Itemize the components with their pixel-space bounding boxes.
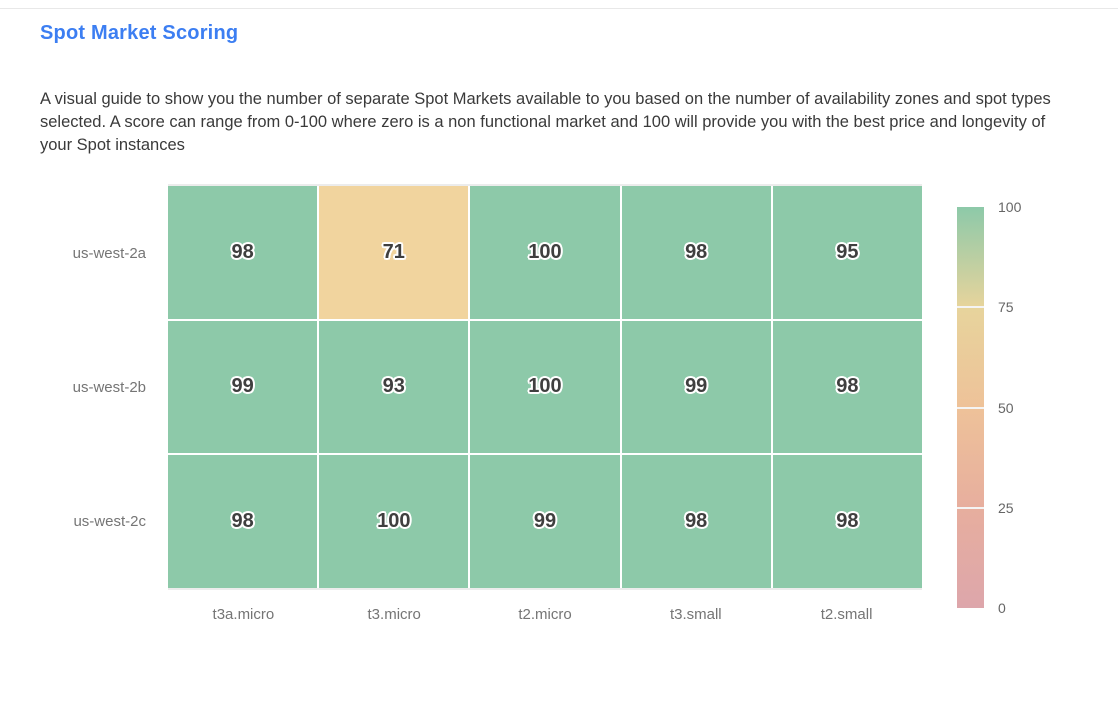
colorbar-tick-label: 100	[998, 199, 1022, 215]
x-axis-label: t3.small	[669, 606, 722, 623]
page-title: Spot Market Scoring	[40, 22, 239, 44]
y-axis-label: us-west-2a	[72, 244, 146, 262]
colorbar-separator	[957, 306, 984, 309]
heatmap-cell[interactable]: 100	[470, 186, 620, 319]
chart-description: A visual guide to show you the number of…	[40, 89, 1051, 154]
colorbar	[957, 207, 984, 608]
heatmap-cell[interactable]: 100	[319, 455, 469, 588]
heatmap-cell[interactable]: 98	[621, 186, 771, 319]
colorbar-tick-label: 50	[998, 399, 1014, 416]
heatmap-cell[interactable]: 98	[168, 186, 318, 319]
heatmap-cell[interactable]: 99	[168, 320, 318, 454]
y-axis-labels: us-west-2a us-west-2b us-west-2c	[28, 186, 146, 588]
heatmap-cell[interactable]: 93	[319, 320, 469, 454]
colorbar-tick-label: 0	[998, 600, 1006, 616]
top-divider	[0, 8, 1118, 9]
heatmap-cell[interactable]: 99	[470, 455, 620, 588]
colorbar-tick-label: 25	[998, 499, 1014, 516]
heatmap-cell[interactable]: 98	[772, 455, 922, 588]
heatmap-cell[interactable]: 98	[772, 320, 922, 454]
heatmap-grid: 98 71 100 98 95 99 93 100 99 98 98 100 99 98 98	[168, 184, 922, 590]
heatmap-cell[interactable]: 99	[621, 320, 771, 454]
heatmap-cell[interactable]: 98	[621, 455, 771, 588]
x-axis-label: t2.small	[820, 606, 873, 623]
heatmap-cell[interactable]: 100	[470, 320, 620, 454]
heatmap-cell[interactable]: 71	[319, 186, 469, 319]
heatmap-cell[interactable]: 95	[772, 186, 922, 319]
heatmap-cell[interactable]: 98	[168, 455, 318, 588]
x-axis-label: t2.micro	[518, 606, 572, 623]
colorbar-separator	[957, 406, 984, 409]
colorbar-tick-label: 75	[998, 299, 1014, 316]
x-axis-labels: t3a.micro t3.micro t2.micro t3.small t2.smal…	[168, 606, 922, 623]
x-axis-label: t3.micro	[367, 606, 421, 623]
y-axis-label: us-west-2c	[73, 512, 146, 530]
colorbar-separator	[957, 506, 984, 509]
colorbar-tick-labels: 100 75 50 25 0	[998, 199, 1038, 616]
y-axis-label: us-west-2b	[72, 378, 146, 396]
x-axis-label: t3a.micro	[212, 606, 275, 623]
